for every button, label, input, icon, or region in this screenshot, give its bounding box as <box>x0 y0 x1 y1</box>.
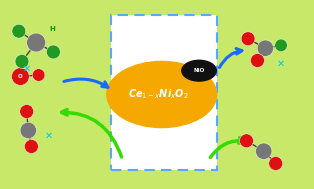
Ellipse shape <box>12 24 26 38</box>
Circle shape <box>182 60 216 81</box>
Ellipse shape <box>240 134 253 148</box>
Ellipse shape <box>251 53 264 67</box>
Ellipse shape <box>20 105 34 119</box>
Ellipse shape <box>24 139 38 153</box>
Text: NiO: NiO <box>193 68 205 73</box>
Ellipse shape <box>20 122 36 139</box>
Ellipse shape <box>256 143 272 159</box>
Text: ✕: ✕ <box>277 58 285 68</box>
Text: O: O <box>18 74 23 79</box>
Ellipse shape <box>269 156 283 170</box>
Ellipse shape <box>257 40 273 56</box>
Ellipse shape <box>12 68 29 85</box>
Ellipse shape <box>32 69 45 81</box>
Ellipse shape <box>15 54 29 68</box>
Text: ✕: ✕ <box>23 64 31 74</box>
Text: H: H <box>50 26 55 32</box>
Circle shape <box>107 61 217 128</box>
Ellipse shape <box>27 33 46 52</box>
FancyBboxPatch shape <box>111 15 217 170</box>
Ellipse shape <box>241 32 255 46</box>
Text: Ce$_{1-x}$Ni$_x$O$_2$: Ce$_{1-x}$Ni$_x$O$_2$ <box>128 88 189 101</box>
Ellipse shape <box>275 39 287 52</box>
Ellipse shape <box>46 45 60 59</box>
Text: ✕: ✕ <box>45 131 53 141</box>
